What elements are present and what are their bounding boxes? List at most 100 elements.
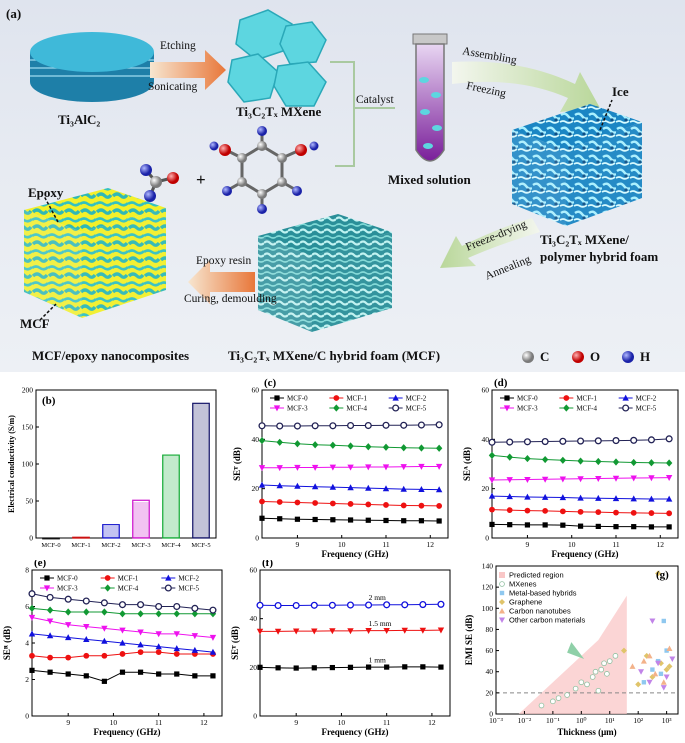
mxene-point [604, 671, 610, 677]
data-point [118, 601, 127, 609]
data-point [46, 593, 54, 601]
data-point [64, 622, 72, 629]
legend-item: MCF-1 [559, 395, 597, 403]
y-tick-label: 60 [482, 386, 490, 395]
metal-point [650, 667, 655, 672]
carbon-foam-cube [258, 214, 392, 332]
graphene-point [620, 647, 627, 654]
data-point [119, 627, 126, 634]
x-tick-label: 10⁻¹ [546, 716, 560, 725]
data-point [666, 524, 672, 530]
x-axis-title: Thickness (μm) [557, 727, 616, 737]
data-point [400, 502, 407, 509]
data-point [47, 654, 53, 661]
y-tick-label: 40 [482, 435, 490, 444]
x-tick-label: MCF-0 [41, 542, 60, 549]
x-tick-label: 10³ [662, 716, 673, 725]
data-point [648, 510, 655, 516]
series-mcf-3 [28, 614, 217, 641]
data-point [365, 517, 371, 523]
data-point [258, 436, 266, 445]
data-point [613, 524, 619, 530]
data-point [630, 495, 637, 502]
legend-label: MCF-0 [287, 395, 308, 403]
data-point [612, 437, 620, 445]
data-point [294, 440, 301, 448]
metal-point [664, 648, 669, 653]
data-point [630, 436, 638, 444]
data-point [119, 651, 126, 657]
data-point [311, 665, 317, 671]
data-point [294, 516, 301, 522]
data-point [347, 664, 354, 670]
data-point [382, 421, 390, 429]
legend-marker [503, 405, 511, 412]
mxene-point [572, 685, 579, 692]
data-point [560, 522, 566, 528]
legend-h-label: H [640, 349, 651, 364]
mxene-label: Ti₃C₂Tₓ MXene [236, 104, 322, 119]
data-point [293, 665, 299, 671]
data-point [506, 507, 513, 514]
x-tick-label: 12 [200, 718, 208, 727]
mxene-point [612, 653, 619, 659]
connector-line-bottom [335, 108, 355, 167]
data-point [418, 463, 425, 470]
schematic-artwork [24, 9, 642, 363]
series-mcf-2 [488, 492, 673, 502]
bar-mcf-2 [102, 524, 120, 539]
data-point [382, 464, 390, 471]
data-point [276, 465, 283, 472]
data-point [365, 664, 372, 670]
graphene-point [666, 663, 673, 670]
y-tick-label: 6 [25, 602, 29, 611]
bar-mcf-1 [72, 536, 90, 539]
data-point [595, 523, 601, 530]
data-point [258, 422, 266, 430]
y-tick-label: 100 [482, 604, 494, 613]
x-tick-label: MCF-4 [161, 542, 181, 549]
legend-marker [392, 394, 399, 401]
data-point [28, 630, 36, 637]
data-point [506, 493, 513, 500]
data-point [437, 627, 445, 634]
other-point [669, 656, 676, 663]
data-point [173, 645, 180, 652]
y-tick-label: 120 [482, 583, 494, 592]
data-point [293, 422, 301, 430]
x-tick-label: 12 [428, 718, 436, 727]
etching-label: Etching [160, 40, 196, 52]
other-point [660, 685, 667, 691]
legend-item: MCF-4 [100, 584, 139, 593]
data-point [435, 463, 443, 470]
y-tick-label: 0 [255, 534, 259, 543]
assembling-arrow [452, 61, 600, 112]
nanocomposites-label: MCF/epoxy nanocomposites [32, 348, 190, 363]
data-point [276, 422, 284, 430]
legend-item: Other carbon materials [499, 616, 586, 625]
data-point [274, 628, 282, 635]
legend-marker [504, 395, 510, 401]
epoxy-resin-arrow [188, 260, 255, 304]
series-mcf-3 [488, 474, 673, 484]
y-axis-title: EMI SE (dB) [464, 615, 474, 666]
x-tick-label: 10 [568, 540, 576, 549]
legend-item: Graphene [499, 598, 542, 607]
data-point [418, 502, 425, 509]
legend-marker [499, 572, 505, 578]
data-point [311, 464, 319, 471]
x-axis-title: Frequency (GHz) [321, 549, 388, 559]
data-point [292, 628, 300, 635]
data-point [65, 671, 71, 677]
data-point [506, 438, 514, 446]
x-tick-label: 10¹ [605, 716, 615, 725]
series-mcf-5 [258, 421, 443, 430]
data-point [488, 438, 496, 446]
x-tick-label: 10 [110, 718, 118, 727]
data-point [329, 422, 337, 430]
mcf-pointer [39, 303, 57, 321]
legend-label: MCF-0 [517, 395, 538, 403]
data-point [420, 664, 426, 670]
data-point [524, 507, 531, 514]
